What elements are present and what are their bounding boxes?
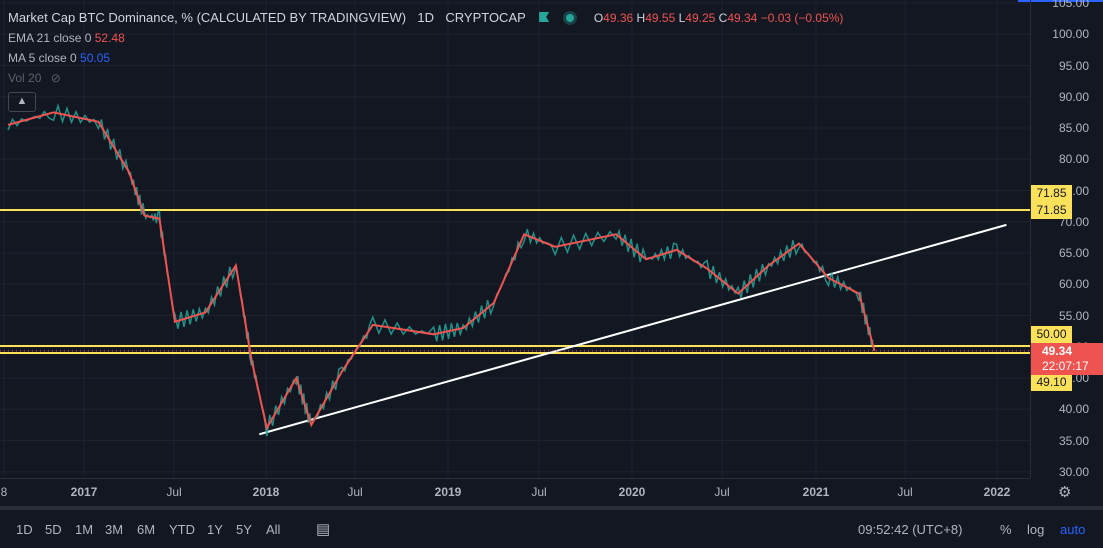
open-label: O (593, 11, 604, 25)
x-tick-label: Jul (531, 485, 547, 499)
bottom-toolbar: 1D 5D 1M 3M 6M YTD 1Y 5Y All ▤ 09:52:42 (UTC+8) … (0, 506, 1103, 548)
bar-countdown: 22:07:17 (1042, 359, 1089, 373)
indicator-vol[interactable]: Vol 20 ⊘ (8, 68, 843, 88)
interval-label[interactable]: 1D (417, 10, 435, 25)
price-chart[interactable] (0, 0, 1030, 478)
vol-label: Vol 20 (8, 71, 42, 85)
x-tick-label: Jul (166, 485, 182, 499)
level-marker: 71.85 (1031, 202, 1072, 219)
y-tick-label: 60.00 (1058, 277, 1089, 292)
ma-label: MA 5 close 0 (8, 51, 77, 65)
low-label: L (678, 11, 686, 25)
high-value: 49.55 (645, 11, 676, 25)
x-tick-label: 2019 (434, 485, 462, 499)
market-status-icon (566, 14, 575, 22)
x-tick-label: Jul (714, 485, 730, 499)
y-tick-label: 65.00 (1058, 246, 1089, 260)
percent-button[interactable]: % (1000, 522, 1012, 537)
last-price: 49.34 (1042, 344, 1073, 358)
chart-area[interactable]: Market Cap BTC Dominance, % (CALCULATED … (0, 0, 1030, 478)
x-tick-label: 8 (0, 485, 8, 499)
timeframe-ytd[interactable]: YTD (169, 522, 195, 537)
open-value: 49.36 (603, 11, 634, 25)
symbol-title[interactable]: Market Cap BTC Dominance, % (CALCULATED … (8, 10, 407, 25)
clock: 09:52:42 (UTC+8) (858, 522, 963, 537)
x-tick-label: Jul (347, 485, 363, 499)
timeframe-1y[interactable]: 1Y (207, 522, 223, 537)
x-tick-label: Jul (897, 485, 913, 499)
indicator-ma[interactable]: MA 5 close 0 50.05 (8, 48, 843, 68)
ohlc: O49.36 H49.55 L49.25 C49.34 −0.03 (−0.05… (594, 11, 844, 25)
y-tick-label: 100.00 (1052, 27, 1089, 42)
y-tick-label: 35.00 (1058, 433, 1089, 448)
settings-icon[interactable]: ⚙ (1058, 484, 1072, 501)
indicator-ema[interactable]: EMA 21 close 0 52.48 (8, 28, 843, 48)
timeframe-6m[interactable]: 6M (137, 522, 156, 537)
ema-label: EMA 21 close 0 (8, 31, 92, 45)
level-marker: 49.10 (1031, 374, 1072, 391)
ma-value: 50.05 (80, 51, 111, 65)
y-tick-label: 30.00 (1058, 464, 1089, 479)
y-tick-label: 95.00 (1058, 58, 1089, 73)
y-tick-label: 80.00 (1058, 152, 1089, 167)
timeframe-1m[interactable]: 1M (75, 522, 94, 537)
close-label: C (718, 11, 728, 25)
ema-value: 52.48 (94, 31, 125, 45)
x-tick-label: 2017 (70, 485, 98, 499)
timeframe-5d[interactable]: 5D (45, 522, 62, 537)
date-range-icon[interactable]: ▤ (316, 521, 331, 538)
close-value: 49.34 (727, 11, 758, 25)
timeframe-1d[interactable]: 1D (16, 522, 33, 537)
level-marker: 50.00 (1031, 326, 1072, 343)
timeframe-3m[interactable]: 3M (105, 522, 124, 537)
trendline (259, 223, 1007, 436)
timeframe-5y[interactable]: 5Y (236, 522, 252, 537)
x-tick-label: 2022 (983, 485, 1011, 499)
change-value: −0.03 (−0.05%) (760, 11, 844, 25)
y-tick-label: 90.00 (1058, 89, 1089, 104)
low-value: 49.25 (685, 11, 716, 25)
selection-indicator (1018, 0, 1103, 2)
y-tick-label: 105.00 (1052, 0, 1089, 10)
y-tick-label: 40.00 (1058, 402, 1089, 417)
collapse-legend-button[interactable]: ▲ (8, 92, 36, 112)
x-tick-label: 2018 (252, 485, 280, 499)
x-tick-label: 2020 (618, 485, 646, 499)
chevron-up-icon: ▲ (16, 95, 28, 107)
auto-button[interactable]: auto (1060, 522, 1086, 537)
eye-hidden-icon[interactable]: ⊘ (50, 71, 61, 85)
exchange-label[interactable]: CRYPTOCAP (445, 10, 526, 25)
candles-series (7, 102, 874, 437)
x-tick-label: 2021 (802, 485, 830, 499)
high-label: H (636, 11, 646, 25)
price-axis[interactable]: 105.00 100.00 95.00 90.00 85.00 80.00 75.00 70.… (1030, 0, 1103, 479)
flag-icon[interactable] (539, 12, 550, 22)
price-badge: 49.34 22:07:17 (1031, 343, 1103, 375)
timeframe-all[interactable]: All (266, 522, 281, 537)
y-tick-label: 85.00 (1058, 121, 1089, 135)
level-marker: 71.85 (1031, 185, 1072, 202)
y-tick-label: 55.00 (1058, 308, 1089, 323)
time-axis[interactable]: ⚙ 8 2017 Jul 2018 Jul 2019 Jul 2020 Jul 2021 Jul 20… (0, 478, 1071, 504)
legend: Market Cap BTC Dominance, % (CALCULATED … (8, 8, 843, 112)
symbol-header: Market Cap BTC Dominance, % (CALCULATED … (8, 8, 843, 28)
ema-line (7, 111, 876, 431)
log-button[interactable]: log (1027, 522, 1045, 537)
